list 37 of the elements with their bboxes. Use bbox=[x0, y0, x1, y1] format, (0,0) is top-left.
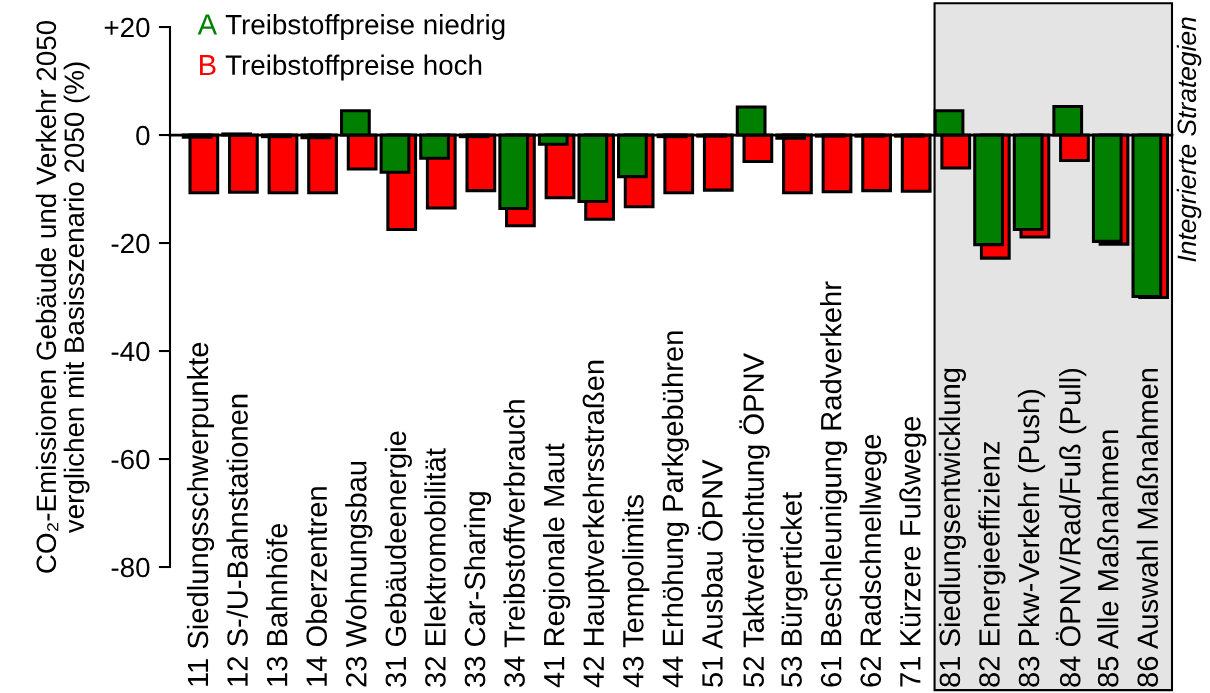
x-tick-label: 51 Ausbau ÖPNV bbox=[698, 459, 723, 687]
x-tick-label: 53 Bürgerticket bbox=[780, 492, 808, 687]
x-tick-label: 52 Taktverdichtung ÖPNV bbox=[739, 353, 770, 687]
x-tick-label: 83 Pkw-Verkehr (Push) bbox=[1017, 389, 1046, 687]
x-tick-label: 81 Siedlungsentwicklung bbox=[938, 368, 966, 687]
y-tick-label: +20 bbox=[104, 17, 150, 38]
text: A bbox=[197, 14, 218, 35]
x-tick-label: 82 Energieeffizienz bbox=[978, 441, 1006, 687]
x-tick-label: 14 Oberzentren bbox=[305, 487, 328, 686]
y-tick-label: -20 bbox=[111, 233, 150, 254]
x-tick-label: 33 Car-Sharing bbox=[463, 492, 492, 687]
x-tick-label: 12 S-/U-Bahnstationen bbox=[226, 394, 248, 686]
y-tick-label: -60 bbox=[111, 449, 150, 470]
y-axis-title: CO₂-Emissionen Gebäude und Verkehr 2050 verglichen mit Basisszenario 2050 (%) bbox=[35, 20, 90, 573]
x-tick-label: 44 Erhöhung Parkgebühren bbox=[661, 331, 689, 688]
x-tick-label: 32 Elektromobilität bbox=[424, 448, 446, 687]
x-tick-label: 86 Auswahl Maßnahmen bbox=[1136, 368, 1159, 687]
x-tick-label: 43 Tempolimits bbox=[622, 495, 650, 688]
y-tick-label: 0 bbox=[136, 125, 150, 146]
x-tick-label: 11 Siedlungsschwerpunkte bbox=[186, 342, 215, 686]
x-tick-label: 41 Regionale Maut bbox=[543, 443, 571, 688]
x-tick-label: 42 Hauptverkehrsstraßen bbox=[582, 360, 610, 688]
x-tick-label: 31 Gebäudeenergie bbox=[384, 431, 412, 687]
x-tick-label: 23 Wohnungsbau bbox=[345, 461, 373, 687]
text: B bbox=[200, 55, 216, 76]
x-tick-label: 85 Alle Maßnahmen bbox=[1097, 430, 1119, 687]
x-tick-label: 34 Treibstoffverbrauch bbox=[503, 400, 525, 687]
band-label: Integrierte Strategien bbox=[1176, 17, 1202, 262]
annotation: Treibstoffpreise niedrig bbox=[225, 14, 505, 40]
x-tick-label: 62 Radschnellwege bbox=[859, 434, 887, 687]
x-tick-label: 13 Bahnhöfe bbox=[266, 523, 288, 686]
x-tick-label: 84 ÖPNV/Rad/Fuß (Pull) bbox=[1055, 368, 1087, 687]
y-tick-label: -80 bbox=[111, 557, 150, 578]
x-tick-label: 71 Kürzere Fußwege bbox=[899, 416, 927, 687]
x-tick-label: 61 Beschleunigung Radverkehr bbox=[820, 281, 848, 687]
y-tick-label: -40 bbox=[111, 341, 150, 362]
annotation: Treibstoffpreise hoch bbox=[225, 54, 482, 81]
